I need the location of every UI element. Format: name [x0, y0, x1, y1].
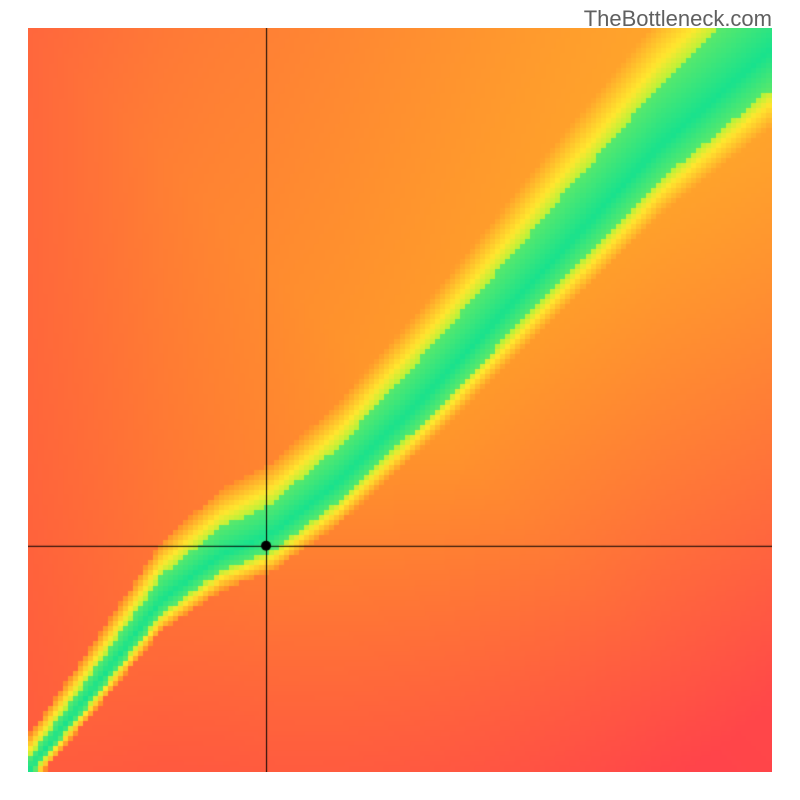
watermark-text: TheBottleneck.com [584, 6, 772, 32]
heatmap-canvas [28, 28, 772, 772]
chart-container: TheBottleneck.com [0, 0, 800, 800]
heatmap-plot-area [28, 28, 772, 772]
